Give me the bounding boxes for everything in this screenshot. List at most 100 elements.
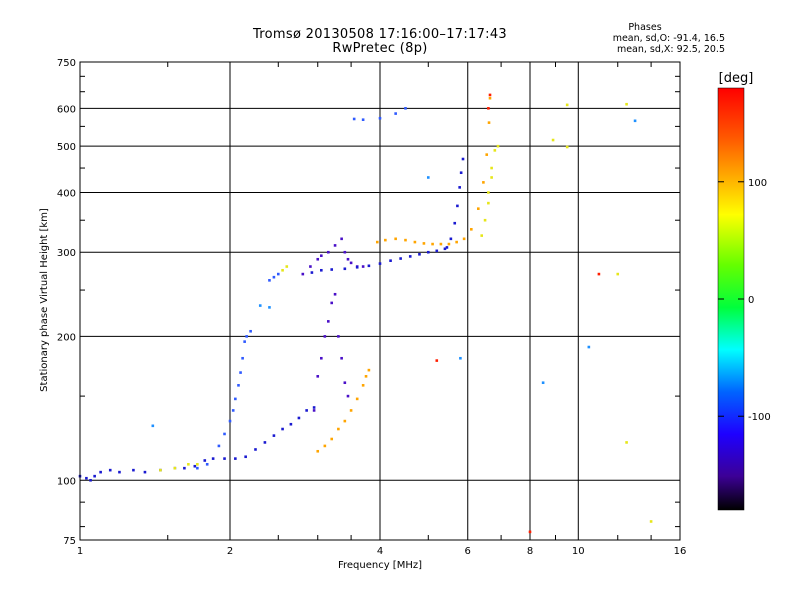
data-point [445, 246, 449, 249]
data-point [320, 268, 323, 272]
data-point [477, 207, 480, 210]
data-point [143, 470, 147, 474]
data-point [99, 470, 102, 474]
data-point [343, 419, 347, 423]
x-tick-label: 2 [227, 546, 233, 557]
data-point [333, 292, 337, 296]
colorbar-tick-label: 0 [748, 295, 754, 306]
data-point [320, 356, 323, 360]
y-tick-label: 75 [63, 536, 76, 547]
data-point [488, 93, 492, 97]
data-point [493, 149, 497, 152]
y-tick-label: 400 [57, 188, 76, 199]
data-point [490, 166, 493, 170]
data-point [378, 116, 382, 120]
data-point [541, 381, 545, 385]
data-point [305, 409, 308, 412]
data-point [231, 409, 235, 412]
data-point [453, 221, 457, 225]
data-point [389, 259, 392, 262]
data-point [426, 176, 430, 179]
data-point [223, 432, 226, 436]
data-point [487, 121, 491, 124]
data-point [183, 466, 186, 470]
x-tick-label: 10 [572, 546, 585, 557]
data-point [312, 409, 316, 412]
data-point [258, 304, 262, 307]
plot-grid [80, 62, 680, 540]
data-point [196, 463, 199, 466]
data-point [337, 335, 340, 338]
data-point [237, 384, 240, 387]
data-point [439, 242, 443, 246]
data-point [323, 335, 327, 338]
data-point [587, 345, 591, 349]
data-point [330, 268, 334, 271]
data-point [276, 272, 280, 276]
data-point [281, 268, 284, 272]
data-point [244, 455, 247, 459]
data-point [480, 234, 484, 237]
data-point [196, 466, 199, 470]
data-point [352, 117, 356, 121]
data-point [597, 272, 601, 276]
data-point [245, 335, 248, 338]
data-point [89, 478, 92, 482]
data-point [203, 459, 207, 462]
data-point [327, 320, 330, 323]
data-point [333, 244, 337, 247]
y-axis-label: Stationary phase Virtual Height [km] [39, 208, 50, 392]
data-point [243, 340, 246, 343]
data-point [459, 171, 463, 175]
data-point [399, 257, 402, 260]
x-tick-label: 4 [377, 546, 383, 557]
data-point [320, 254, 323, 258]
data-point [404, 107, 407, 110]
colorbar-tick-label: -100 [748, 412, 771, 423]
data-point [349, 261, 353, 265]
data-point [228, 419, 232, 423]
colorbar-ticks: 100 0 -100 [718, 178, 771, 423]
data-point [268, 306, 271, 309]
data-point [316, 375, 320, 378]
data-point [309, 265, 312, 268]
y-tick-label: 600 [57, 104, 76, 115]
data-point [355, 397, 359, 401]
y-tick-label: 300 [57, 248, 76, 259]
data-point [343, 250, 347, 254]
data-point [323, 444, 327, 448]
data-point [422, 242, 426, 245]
data-point [263, 441, 267, 444]
data-point [426, 250, 430, 254]
data-point [173, 466, 177, 470]
data-point [268, 279, 271, 282]
data-point [327, 250, 330, 254]
data-point [551, 138, 555, 142]
data-point [565, 103, 569, 107]
data-point [93, 474, 96, 478]
data-point [483, 218, 487, 222]
data-point [151, 424, 155, 428]
data-point [193, 464, 197, 468]
data-point [355, 265, 359, 269]
data-point [285, 265, 289, 268]
data-point [85, 476, 88, 480]
data-point [187, 463, 190, 466]
data-point [447, 242, 451, 246]
data-point [361, 265, 365, 268]
data-point [118, 470, 121, 474]
data-point [316, 449, 320, 453]
data-point [431, 242, 434, 246]
data-point [234, 397, 237, 401]
phases-heading: Phases [628, 22, 662, 33]
data-point [289, 422, 293, 426]
data-point [470, 228, 473, 231]
data-point [316, 257, 320, 261]
data-point [272, 434, 276, 437]
data-point [449, 237, 453, 241]
data-point [349, 409, 353, 412]
data-point [404, 238, 407, 242]
data-point [625, 441, 628, 444]
data-point [462, 237, 466, 241]
